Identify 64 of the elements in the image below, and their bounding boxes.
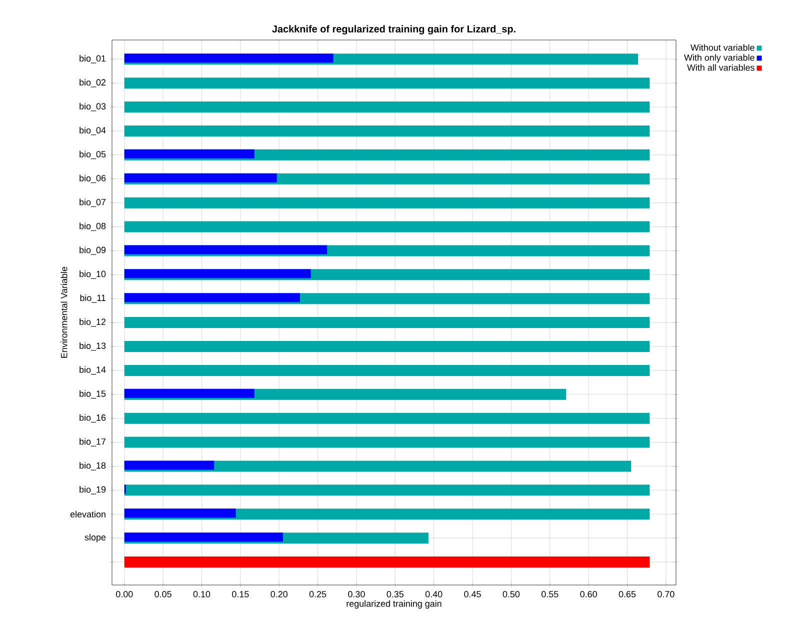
bar — [124, 269, 311, 278]
y-tick-label: bio_05 — [80, 150, 106, 160]
y-tick-label: bio_10 — [80, 270, 106, 279]
y-tick-label: bio_19 — [80, 486, 106, 494]
chart-title: Jackknife of regularized training gain for Lizard_sp. — [272, 25, 516, 34]
bar — [124, 484, 650, 496]
y-tick-label: bio_02 — [80, 78, 106, 88]
x-tick-label: 0.35 — [386, 591, 404, 598]
bar — [124, 412, 650, 424]
y-tick-label: bio_01 — [80, 55, 106, 64]
x-tick-label: 0.10 — [193, 591, 210, 598]
bar — [124, 245, 328, 254]
bar — [124, 388, 254, 398]
x-tick-label: 0.40 — [425, 591, 442, 598]
x-tick-label: 0.50 — [502, 591, 520, 598]
x-tick-label: 0.45 — [464, 591, 481, 598]
bar — [124, 197, 650, 208]
bar — [124, 436, 650, 448]
bar — [124, 341, 650, 352]
bar — [124, 173, 277, 182]
y-tick-label: bio_15 — [80, 390, 106, 399]
x-tick-label: 0.00 — [116, 591, 133, 598]
bar — [124, 102, 650, 113]
x-tick-label: 0.55 — [542, 591, 558, 598]
bar — [124, 317, 650, 328]
x-tick-label: 0.20 — [270, 591, 288, 598]
y-tick-label: bio_16 — [80, 414, 106, 422]
y-tick-label: bio_03 — [80, 102, 106, 112]
bar — [124, 556, 650, 568]
x-tick-label: 0.60 — [580, 591, 597, 598]
legend-label: Without variable — [690, 44, 754, 51]
y-tick-label: bio_18 — [80, 462, 106, 470]
bar — [124, 221, 650, 232]
bar — [124, 508, 236, 518]
y-tick-label: slope — [84, 534, 106, 542]
y-tick-label: bio_04 — [80, 126, 106, 136]
y-tick-label: bio_13 — [80, 342, 106, 351]
x-tick-label: 0.15 — [232, 591, 249, 598]
bar — [124, 532, 283, 542]
bar — [124, 78, 650, 89]
x-tick-label: 0.25 — [309, 591, 326, 598]
y-tick-label: bio_08 — [80, 222, 106, 231]
y-tick-label: bio_06 — [80, 174, 106, 184]
bar — [124, 364, 650, 376]
bar — [124, 54, 334, 63]
y-tick-label: bio_12 — [80, 318, 106, 327]
x-tick-label: 0.65 — [618, 591, 636, 598]
x-tick-label: 0.30 — [348, 591, 365, 598]
bar — [124, 125, 650, 136]
legend-label: With all variables — [687, 64, 754, 71]
bar — [124, 293, 300, 302]
bar — [124, 149, 254, 158]
bar — [124, 460, 214, 470]
y-axis-title: Environmental Variable — [60, 266, 68, 358]
y-tick-label: bio_09 — [80, 246, 106, 255]
legend-label: With only variable — [684, 54, 754, 63]
y-tick-label: bio_07 — [80, 198, 106, 207]
y-tick-label: bio_17 — [80, 438, 106, 446]
y-tick-label: bio_14 — [80, 366, 106, 375]
x-tick-label: 0.70 — [658, 591, 674, 598]
x-tick-label: 0.05 — [154, 591, 172, 598]
y-tick-label: bio_11 — [80, 294, 106, 303]
y-tick-label: elevation — [70, 510, 106, 518]
x-axis-title: regularized training gain — [346, 600, 442, 609]
